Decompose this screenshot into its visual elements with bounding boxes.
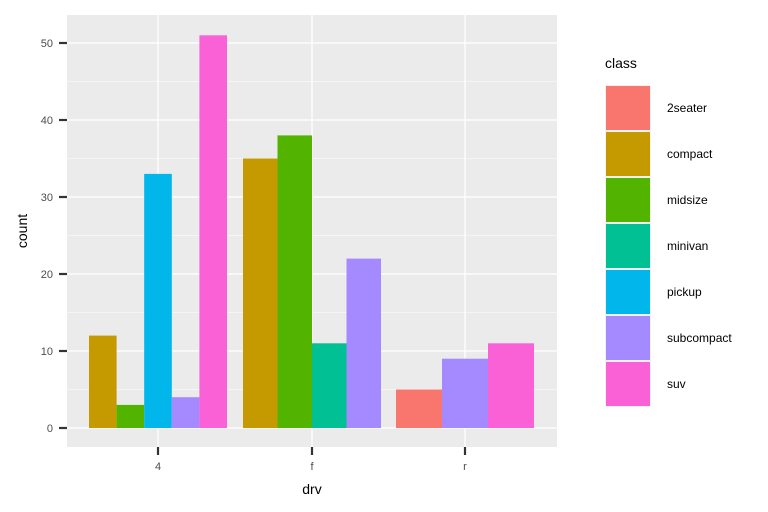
bar-suv-4 [199, 35, 227, 429]
legend: class 2seater compact midsize minivan pickup… [605, 55, 732, 407]
x-tick-label: f [310, 461, 314, 473]
x-axis-title: drv [302, 481, 321, 497]
bar-midsize-4 [116, 404, 145, 428]
bars [89, 35, 534, 429]
y-tick-label: 40 [41, 115, 53, 127]
legend-key-midsize [606, 178, 650, 222]
bar-suv-r [488, 343, 534, 428]
y-axis: 0 10 20 30 40 50 [41, 38, 67, 435]
x-tick-label: 4 [155, 461, 161, 473]
bar-subcompact-f [346, 258, 381, 428]
bar-compact-f [243, 158, 278, 428]
legend-label-compact: compact [667, 147, 713, 161]
bar-minivan-f [312, 343, 347, 428]
bar-pickup-4 [144, 173, 172, 428]
legend-key-subcompact [606, 316, 650, 360]
legend-key-minivan [606, 224, 650, 268]
y-tick-label: 0 [47, 423, 53, 435]
bar-subcompact-r [442, 358, 488, 428]
legend-key-pickup [606, 270, 650, 314]
legend-key-2seater [606, 86, 650, 130]
bar-subcompact-4 [171, 397, 200, 428]
bar-midsize-f [277, 135, 312, 428]
legend-label-2seater: 2seater [667, 101, 707, 115]
legend-key-suv [606, 362, 650, 406]
x-tick-label: r [463, 461, 467, 473]
legend-label-subcompact: subcompact [667, 331, 732, 345]
bar-2seater-r [396, 389, 442, 428]
legend-label-midsize: midsize [667, 193, 708, 207]
y-tick-label: 50 [41, 38, 53, 50]
y-tick-label: 20 [41, 269, 53, 281]
legend-label-pickup: pickup [667, 285, 702, 299]
legend-title: class [605, 55, 637, 71]
x-axis: 4 f r [155, 447, 467, 473]
bar-compact-4 [89, 335, 117, 428]
legend-label-suv: suv [667, 377, 686, 391]
legend-label-minivan: minivan [667, 239, 708, 253]
y-tick-label: 30 [41, 192, 53, 204]
legend-key-compact [606, 132, 650, 176]
y-tick-label: 10 [41, 346, 53, 358]
y-axis-title: count [14, 214, 30, 248]
